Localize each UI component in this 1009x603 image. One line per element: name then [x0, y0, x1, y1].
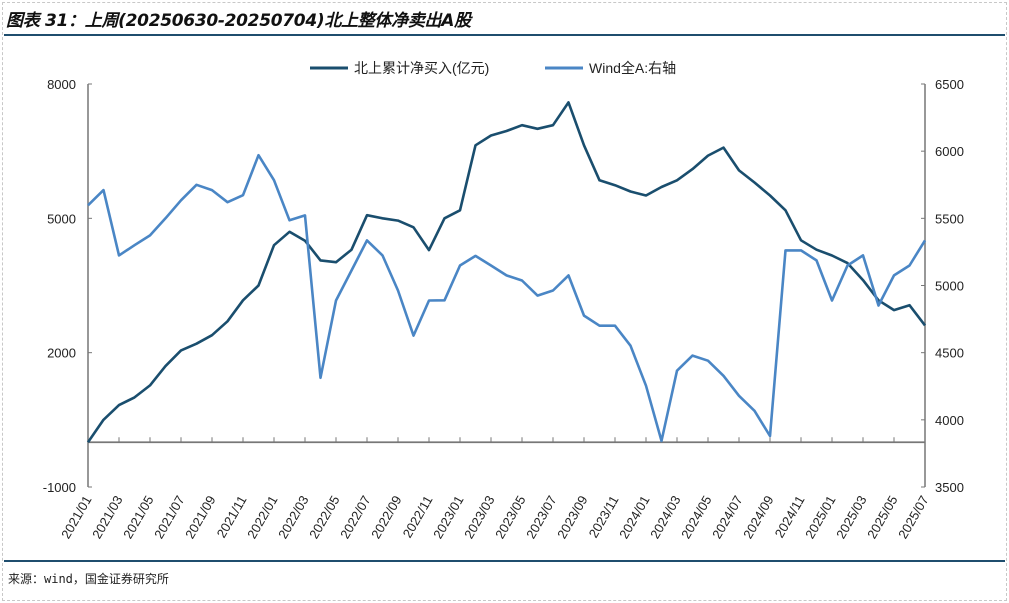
right-tick-label: 5000 — [935, 279, 964, 294]
title-divider — [4, 34, 1005, 36]
left-tick-label: -1000 — [43, 480, 76, 495]
series-line-2 — [87, 153, 927, 443]
right-tick-label: 5500 — [935, 211, 964, 226]
right-tick-label: 6500 — [935, 77, 964, 92]
right-tick-label: 4000 — [935, 413, 964, 428]
right-tick-label: 4500 — [935, 346, 964, 361]
chart-title: 图表 31：上周(20250630-20250704)北上整体净卖出A股 — [6, 11, 471, 31]
x-tick-label: 2023/09 — [554, 493, 590, 541]
left-tick-label: 8000 — [47, 77, 76, 92]
source-note: 来源：wind，国金证券研究所 — [8, 572, 169, 586]
legend-label-1: 北上累计净买入(亿元) — [354, 60, 489, 76]
right-tick-label: 3500 — [935, 480, 964, 495]
legend-label-2: Wind全A:右轴 — [589, 60, 676, 76]
x-tick-label: 2021/09 — [182, 493, 218, 541]
left-tick-label: 5000 — [47, 211, 76, 226]
x-tick-label: 2025/07 — [895, 493, 931, 541]
left-tick-label: 2000 — [47, 346, 76, 361]
x-tick-label: 2022/09 — [368, 493, 404, 541]
right-tick-label: 6000 — [935, 144, 964, 159]
footer-divider — [4, 560, 1005, 562]
series-line-1 — [86, 101, 927, 443]
x-tick-label: 2024/09 — [740, 493, 776, 541]
